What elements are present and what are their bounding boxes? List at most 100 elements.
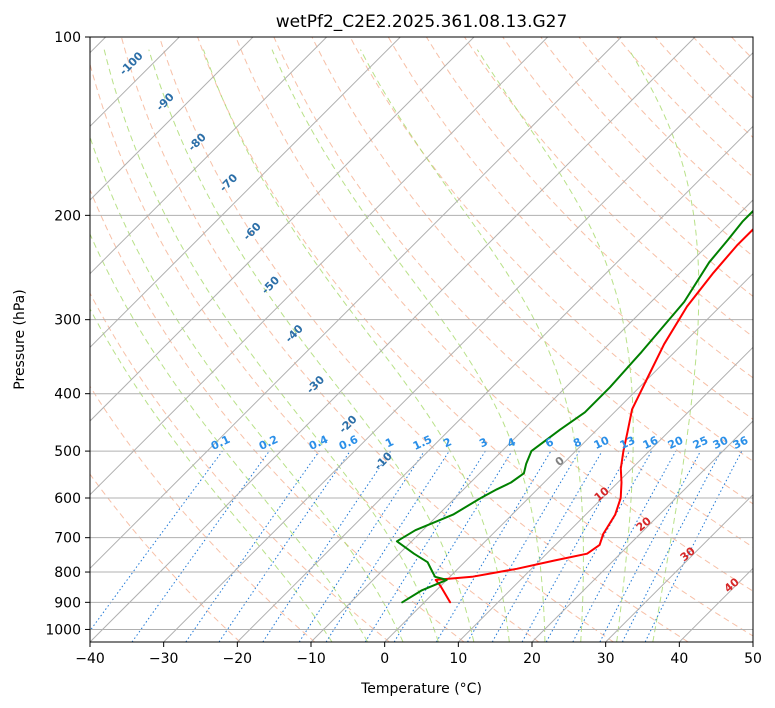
y-axis: 100 200 300 400 500 600 700 800 900 1000 — [45, 30, 90, 638]
mixing-ratio-label: 20 — [666, 434, 686, 452]
mixing-ratio-line — [572, 450, 677, 642]
isotherm-label: -60 — [241, 220, 264, 243]
moist-adiabat — [202, 49, 510, 642]
dry-adiabat — [90, 62, 540, 642]
y-tick-label: 800 — [54, 565, 81, 581]
isotherm — [236, 125, 753, 642]
isotherm-label: -80 — [186, 130, 209, 153]
mixing-ratio-line — [325, 450, 450, 642]
dry-adiabat — [120, 37, 614, 642]
x-tick-label: 50 — [744, 651, 762, 667]
dry-adiabat — [90, 385, 316, 642]
dry-adiabat — [502, 37, 753, 298]
mixing-ratio-label: 36 — [731, 434, 751, 452]
mixing-ratio-line — [90, 450, 223, 632]
mixing-ratio-line — [491, 450, 603, 642]
y-tick-label: 900 — [54, 595, 81, 611]
mixing-ratio-label: 8 — [571, 435, 583, 450]
dry-adiabat — [464, 37, 753, 338]
mixing-ratio-label: 25 — [691, 434, 710, 452]
mixing-ratio-label: 0.4 — [307, 433, 330, 453]
mixing-ratio-label: 1 — [383, 435, 395, 450]
dry-adiabat — [616, 37, 753, 178]
isotherm-label: -30 — [304, 373, 327, 396]
chart-title: wetPf2_C2E2.2025.361.08.13.G27 — [276, 12, 568, 32]
mixing-ratio-label: 1.5 — [411, 433, 434, 453]
y-tick-label: 500 — [54, 444, 81, 460]
isotherm-label: -100 — [117, 49, 146, 78]
pressure-gridlines — [90, 37, 753, 630]
dry-adiabat — [654, 37, 753, 139]
y-tick-label: 700 — [54, 531, 81, 547]
dry-adiabat — [311, 37, 753, 505]
mixing-ratio-line — [435, 450, 552, 642]
dewpoint-label: 30 — [678, 544, 698, 564]
x-tick-label: 10 — [449, 651, 467, 667]
x-tick-label: −20 — [223, 651, 253, 667]
isotherm — [90, 37, 328, 275]
dry-adiabats — [90, 37, 775, 642]
mixing-ratio-label: 16 — [641, 434, 661, 452]
dry-adiabat — [90, 292, 390, 642]
isotherm-label: -10 — [372, 449, 395, 472]
mixing-ratio-label: 30 — [711, 434, 731, 452]
moist-adiabat — [90, 135, 404, 642]
moist-adiabat — [103, 49, 439, 642]
mixing-ratio-line — [521, 450, 630, 642]
dry-adiabat — [90, 473, 241, 642]
dry-adiabat — [425, 37, 753, 379]
mixing-ratio-lines — [90, 450, 743, 642]
dewpoint-label: 40 — [722, 575, 742, 595]
isotherm — [457, 346, 753, 642]
mixing-ratio-label: 0.1 — [209, 433, 232, 453]
dry-adiabat — [578, 37, 753, 218]
moist-adiabat — [90, 232, 369, 642]
dry-adiabat — [770, 37, 775, 642]
y-tick-label: 1000 — [45, 622, 81, 638]
mixing-ratio-label: 10 — [592, 434, 612, 452]
isotherm — [90, 37, 401, 349]
x-tick-label: 0 — [380, 651, 389, 667]
mixing-ratio-line — [185, 450, 320, 642]
isotherm — [605, 493, 753, 642]
y-tick-label: 400 — [54, 387, 81, 403]
profile-lines — [395, 209, 753, 604]
isotherm — [752, 641, 753, 642]
y-axis-title: Pressure (hPa) — [12, 289, 28, 389]
plot-area: -100-90-80-70-60-50-40-30-20-10 0.1 0.2 0.… — [90, 37, 775, 642]
x-tick-label: −10 — [296, 651, 326, 667]
mixing-ratio-line — [621, 450, 722, 642]
mixing-ratio-line — [364, 450, 486, 642]
isotherm — [90, 37, 549, 496]
isotherm — [90, 37, 475, 422]
dry-adiabat — [540, 37, 753, 257]
dewpoint-profile-line — [395, 209, 753, 604]
x-axis-title: Temperature (°C) — [360, 681, 482, 697]
y-tick-label: 300 — [54, 313, 81, 329]
x-tick-label: −30 — [149, 651, 179, 667]
isotherm — [90, 37, 622, 570]
isotherm-label: -40 — [283, 322, 306, 345]
dry-adiabat — [349, 37, 753, 462]
isotherm — [384, 272, 753, 642]
moist-adiabat — [360, 49, 584, 642]
temperature-profile-line — [434, 227, 753, 604]
moist-adiabats — [90, 49, 700, 642]
moist-adiabat — [148, 49, 475, 642]
dry-adiabat — [159, 37, 689, 642]
mixing-ratio-line — [467, 450, 580, 642]
x-tick-label: 40 — [670, 651, 688, 667]
x-tick-label: 20 — [523, 651, 541, 667]
plot-frame — [89, 36, 754, 643]
dry-adiabat — [197, 37, 753, 637]
moist-adiabat — [90, 307, 333, 642]
isotherm — [163, 51, 753, 642]
isotherm-label: -20 — [336, 412, 359, 435]
moist-adiabat — [271, 49, 546, 642]
x-tick-label: −40 — [75, 651, 105, 667]
dry-adiabat — [692, 37, 753, 99]
moist-adiabat — [628, 49, 700, 642]
isotherm-label: -50 — [259, 273, 282, 296]
